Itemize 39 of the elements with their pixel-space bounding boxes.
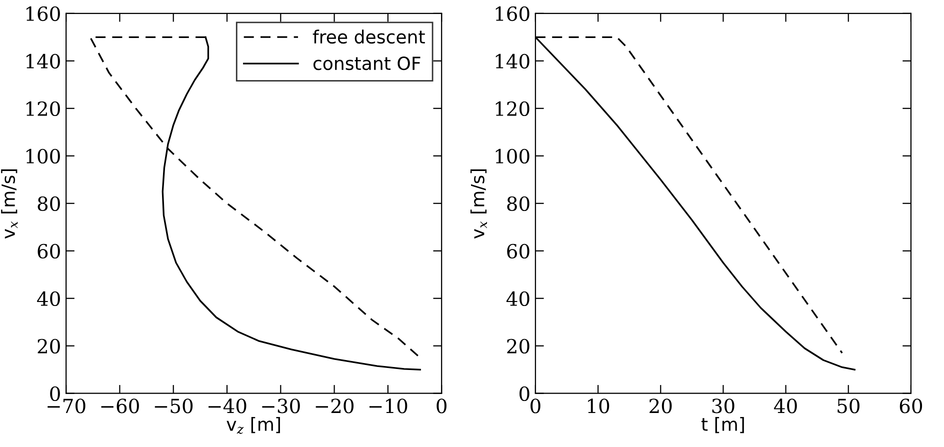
x-tick-label: 40: [774, 398, 797, 414]
x-tick-label: −20: [316, 398, 354, 414]
legend-label: constant OF: [313, 56, 420, 70]
x-tick-label: −40: [208, 398, 246, 414]
y-tick-label: 120: [496, 101, 530, 116]
y-tick-label: 0: [50, 386, 60, 402]
x-tick-label: −70: [48, 398, 86, 414]
y-tick-label: 0: [520, 386, 530, 402]
y-axis-title: v$_{x}$ [m/s]: [1, 169, 18, 239]
x-tick-label: −60: [101, 398, 139, 414]
y-tick-label: 40: [37, 291, 60, 306]
x-tick-label: 50: [838, 398, 860, 414]
x-tick-label: 30: [712, 398, 734, 414]
y-tick-label: 80: [507, 196, 530, 212]
x-tick-label: 20: [650, 398, 672, 414]
y-tick-label: 60: [38, 244, 60, 259]
y-axis-title: v$_{x}$ [m/s]: [470, 169, 487, 239]
y-tick-label: 160: [26, 6, 60, 22]
x-tick-label: 0: [530, 398, 540, 414]
x-axis-title: t [m]: [701, 417, 744, 434]
y-tick-label: 80: [38, 196, 60, 212]
y-tick-label: 60: [507, 244, 530, 259]
x-tick-label: 0: [436, 398, 446, 414]
y-tick-label: 120: [26, 101, 60, 116]
y-tick-label: 100: [496, 148, 530, 164]
x-tick-label: −10: [369, 398, 408, 414]
x-axis-title: v$_{z}$ [m]: [226, 417, 280, 434]
y-tick-label: 20: [507, 338, 530, 354]
x-tick-label: −50: [154, 398, 193, 414]
x-tick-label: −30: [262, 398, 300, 414]
y-tick-label: 20: [38, 338, 60, 354]
y-tick-label: 140: [496, 54, 530, 69]
y-tick-label: 100: [26, 148, 60, 164]
legend-label: free descent: [312, 30, 425, 44]
y-tick-label: 40: [506, 291, 530, 306]
x-tick-label: 60: [900, 398, 922, 414]
y-tick-label: 140: [26, 54, 60, 69]
x-tick-label: 10: [588, 398, 610, 414]
y-tick-label: 160: [496, 6, 530, 22]
